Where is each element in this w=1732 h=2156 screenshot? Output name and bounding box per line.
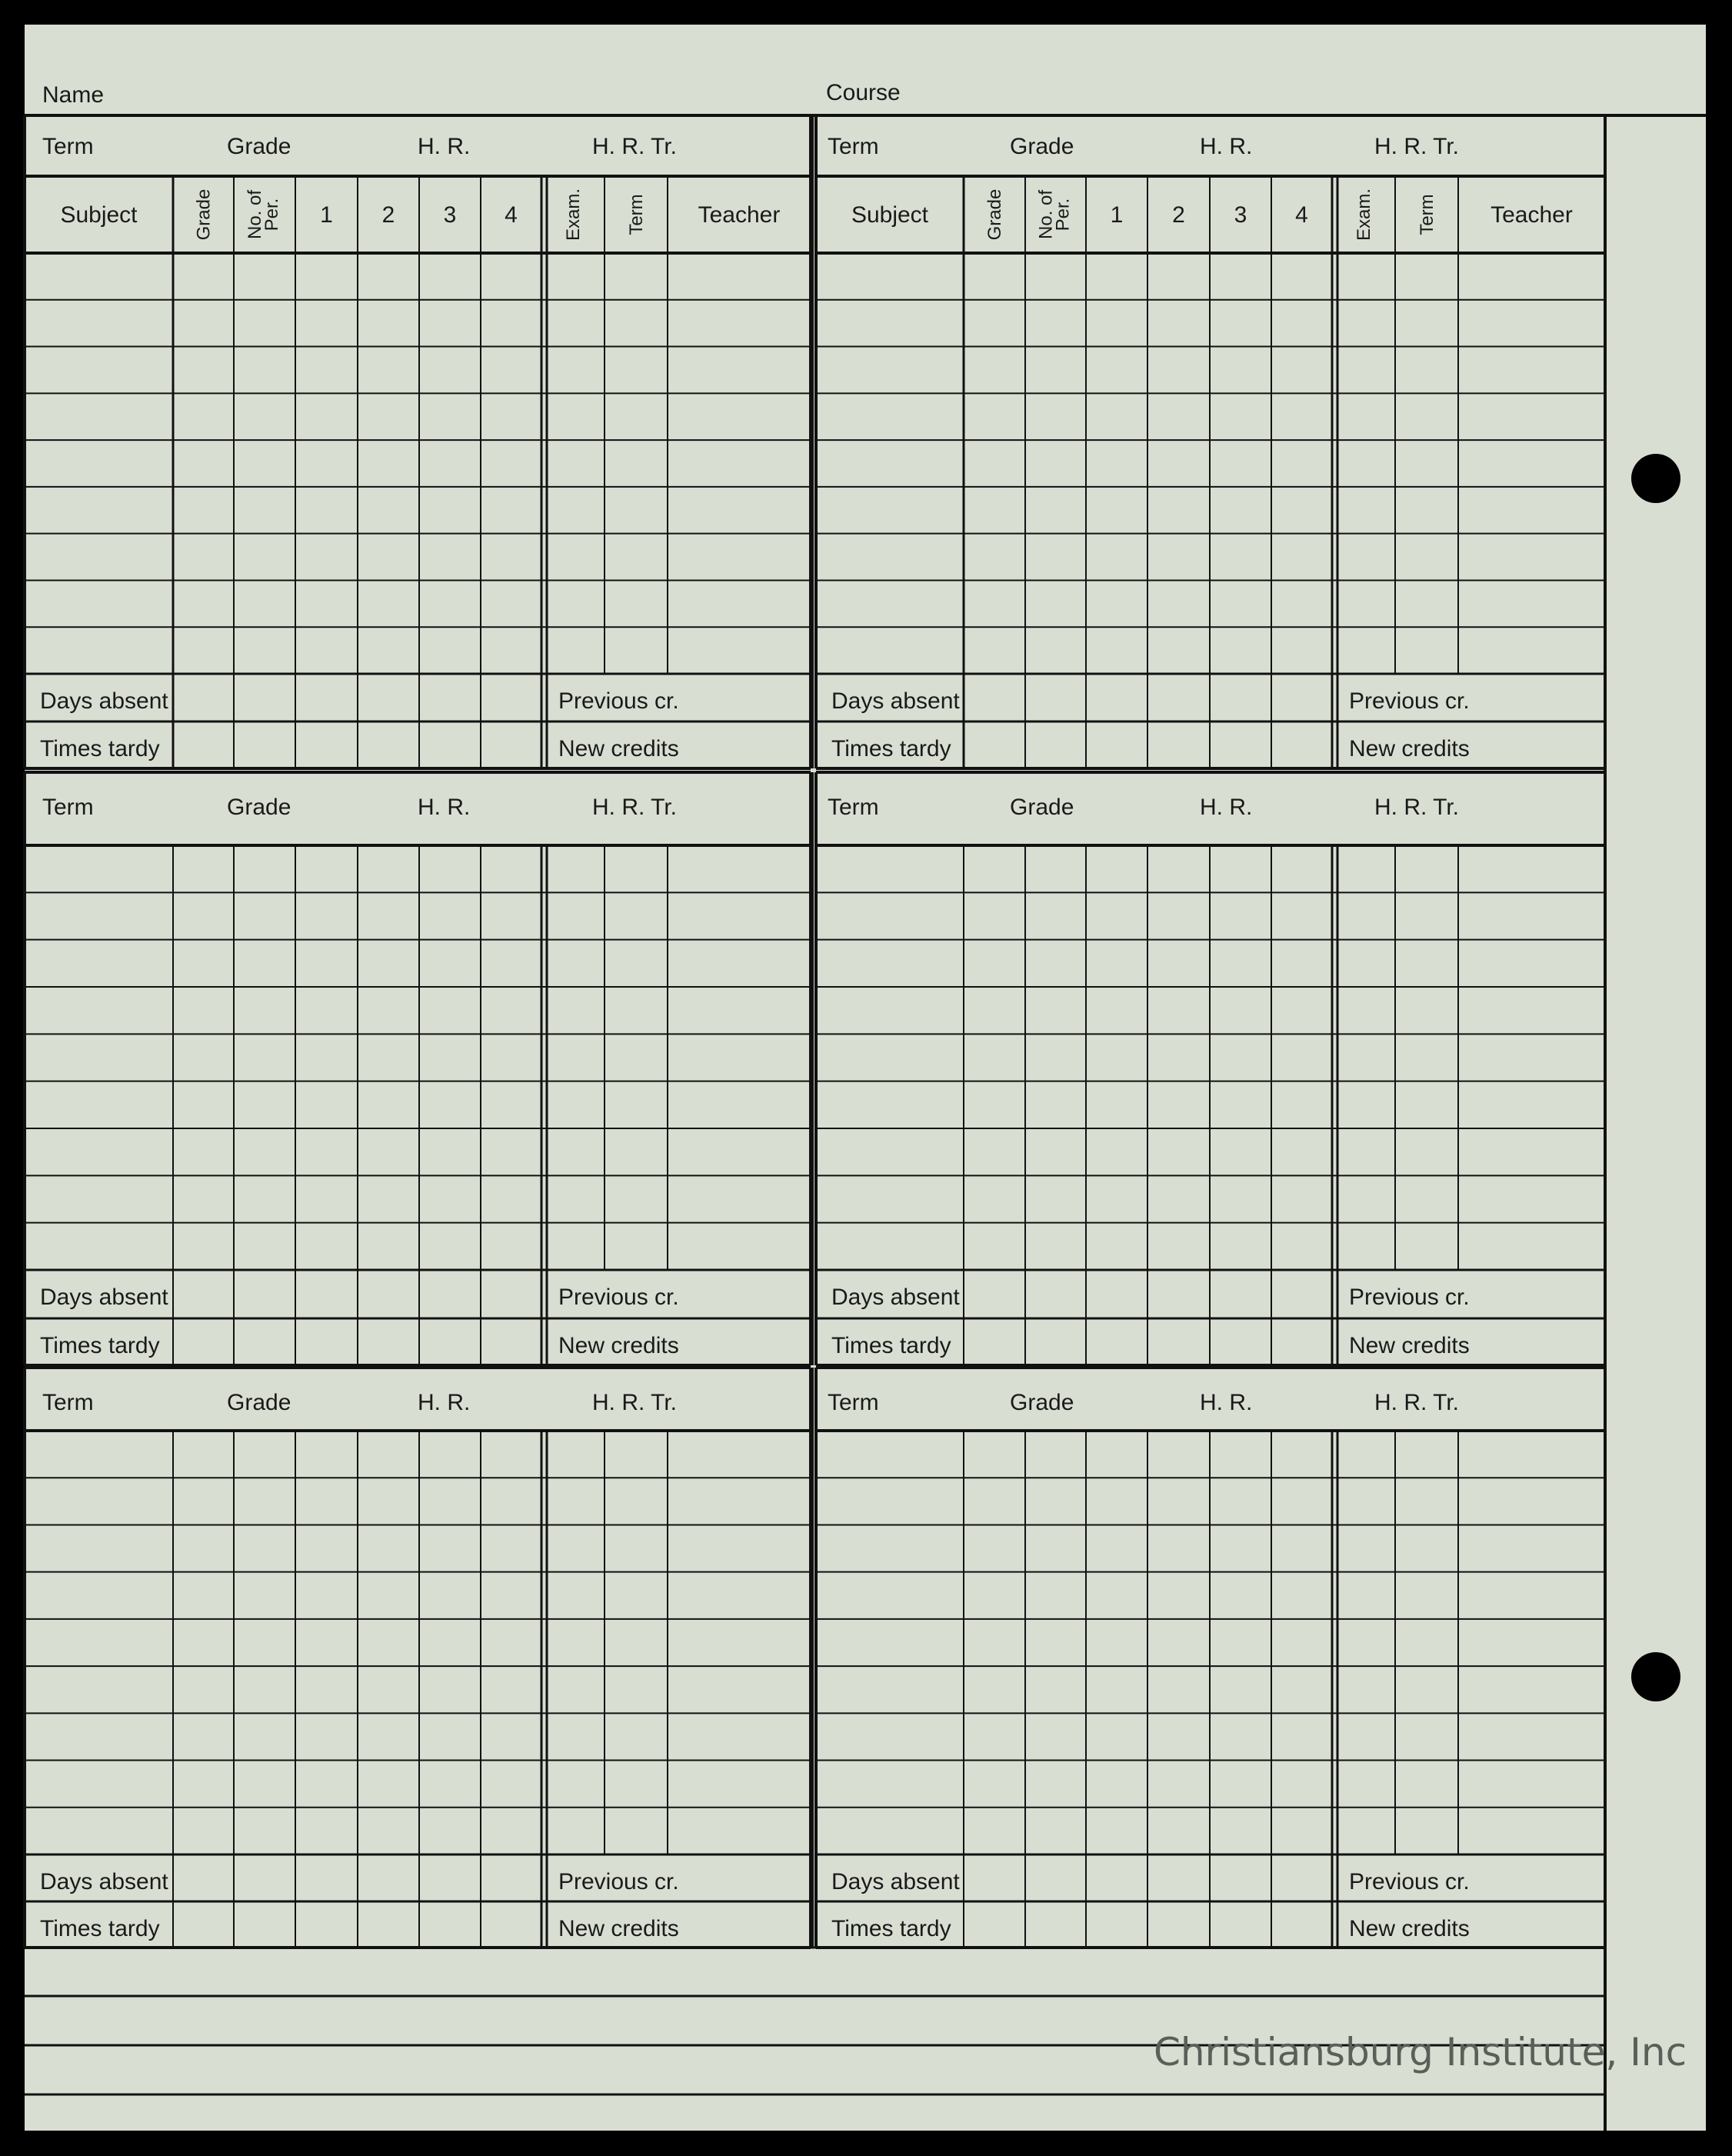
term-row-hrtr-label: H. R. Tr. [1374, 1390, 1459, 1415]
term-row-hr-label: H. R. [1200, 134, 1252, 159]
column-header-grade: Grade [984, 189, 1005, 241]
column-header-term: Term [1417, 194, 1437, 235]
column-header-exam-: Exam. [563, 188, 584, 241]
term-row-hrtr-label: H. R. Tr. [1374, 795, 1459, 820]
column-header-2: 2 [382, 202, 395, 228]
column-header-no-of-per: No. ofPer. [1036, 190, 1074, 239]
times-tardy-label: Times tardy [40, 736, 160, 761]
column-header-exam-: Exam. [1354, 188, 1374, 241]
term-row-grade-label: Grade [227, 134, 291, 159]
column-header-term: Term [626, 194, 647, 235]
previous-credits-label: Previous cr. [558, 688, 679, 714]
term-row-hr-label: H. R. [1200, 1390, 1252, 1415]
column-header-4: 4 [1295, 202, 1308, 228]
term-row-term-label: Term [828, 795, 879, 820]
days-absent-label: Days absent [831, 1869, 960, 1894]
times-tardy-label: Times tardy [831, 1916, 951, 1941]
term-row-hrtr-label: H. R. Tr. [592, 1390, 677, 1415]
term-row-hrtr-label: H. R. Tr. [592, 795, 677, 820]
term-row-grade-label: Grade [227, 795, 291, 820]
previous-credits-label: Previous cr. [1349, 688, 1470, 714]
term-row-term-label: Term [828, 134, 879, 159]
column-header-1: 1 [1111, 202, 1124, 228]
column-header-3: 3 [1234, 202, 1247, 228]
column-header-1: 1 [320, 202, 333, 228]
new-credits-label: New credits [558, 736, 679, 761]
new-credits-label: New credits [558, 1333, 679, 1358]
term-row-term-label: Term [42, 1390, 94, 1415]
column-header-grade: Grade [194, 189, 215, 241]
days-absent-label: Days absent [40, 688, 168, 714]
column-header-subject: Subject [851, 202, 929, 228]
term-row-term-label: Term [42, 795, 94, 820]
column-header-teacher: Teacher [698, 202, 781, 228]
term-row-hrtr-label: H. R. Tr. [1374, 134, 1459, 159]
column-header-4: 4 [505, 202, 518, 228]
form-labels: Term Grade H. R. H. R. Tr. Subject 1 2 3 4 Teache… [40, 134, 1573, 1941]
term-row-grade-label: Grade [1010, 134, 1074, 159]
term-row-hr-label: H. R. [418, 1390, 470, 1415]
times-tardy-label: Times tardy [831, 1333, 951, 1358]
new-credits-label: New credits [1349, 1916, 1470, 1941]
previous-credits-label: Previous cr. [558, 1869, 679, 1894]
punch-hole-top [1631, 454, 1680, 503]
form-grid [23, 114, 1706, 2131]
term-row-grade-label: Grade [227, 1390, 291, 1415]
times-tardy-label: Times tardy [831, 736, 951, 761]
days-absent-label: Days absent [40, 1869, 168, 1894]
term-row-hrtr-label: H. R. Tr. [592, 134, 677, 159]
term-row-term-label: Term [828, 1390, 879, 1415]
new-credits-label: New credits [1349, 736, 1470, 761]
term-row-grade-label: Grade [1010, 1390, 1074, 1415]
times-tardy-label: Times tardy [40, 1333, 160, 1358]
term-row-hr-label: H. R. [418, 134, 470, 159]
term-row-term-label: Term [42, 134, 94, 159]
days-absent-label: Days absent [40, 1285, 168, 1310]
term-row-hr-label: H. R. [418, 795, 470, 820]
new-credits-label: New credits [558, 1916, 679, 1941]
column-header-2: 2 [1172, 202, 1185, 228]
new-credits-label: New credits [1349, 1333, 1470, 1358]
days-absent-label: Days absent [831, 1285, 960, 1310]
term-row-hr-label: H. R. [1200, 795, 1252, 820]
previous-credits-label: Previous cr. [1349, 1869, 1470, 1894]
days-absent-label: Days absent [831, 688, 960, 714]
previous-credits-label: Previous cr. [558, 1285, 679, 1310]
times-tardy-label: Times tardy [40, 1916, 160, 1941]
column-header-3: 3 [444, 202, 457, 228]
previous-credits-label: Previous cr. [1349, 1285, 1470, 1310]
punch-hole-bottom [1631, 1652, 1680, 1701]
column-header-no-of-per: No. ofPer. [245, 190, 282, 239]
term-row-grade-label: Grade [1010, 795, 1074, 820]
column-header-teacher: Teacher [1491, 202, 1573, 228]
watermark: Christiansburg Institute, Inc [1154, 2030, 1687, 2074]
paper [25, 25, 1706, 2131]
course-label: Course [826, 80, 901, 105]
column-header-subject: Subject [60, 202, 138, 228]
name-label: Name [42, 82, 104, 108]
